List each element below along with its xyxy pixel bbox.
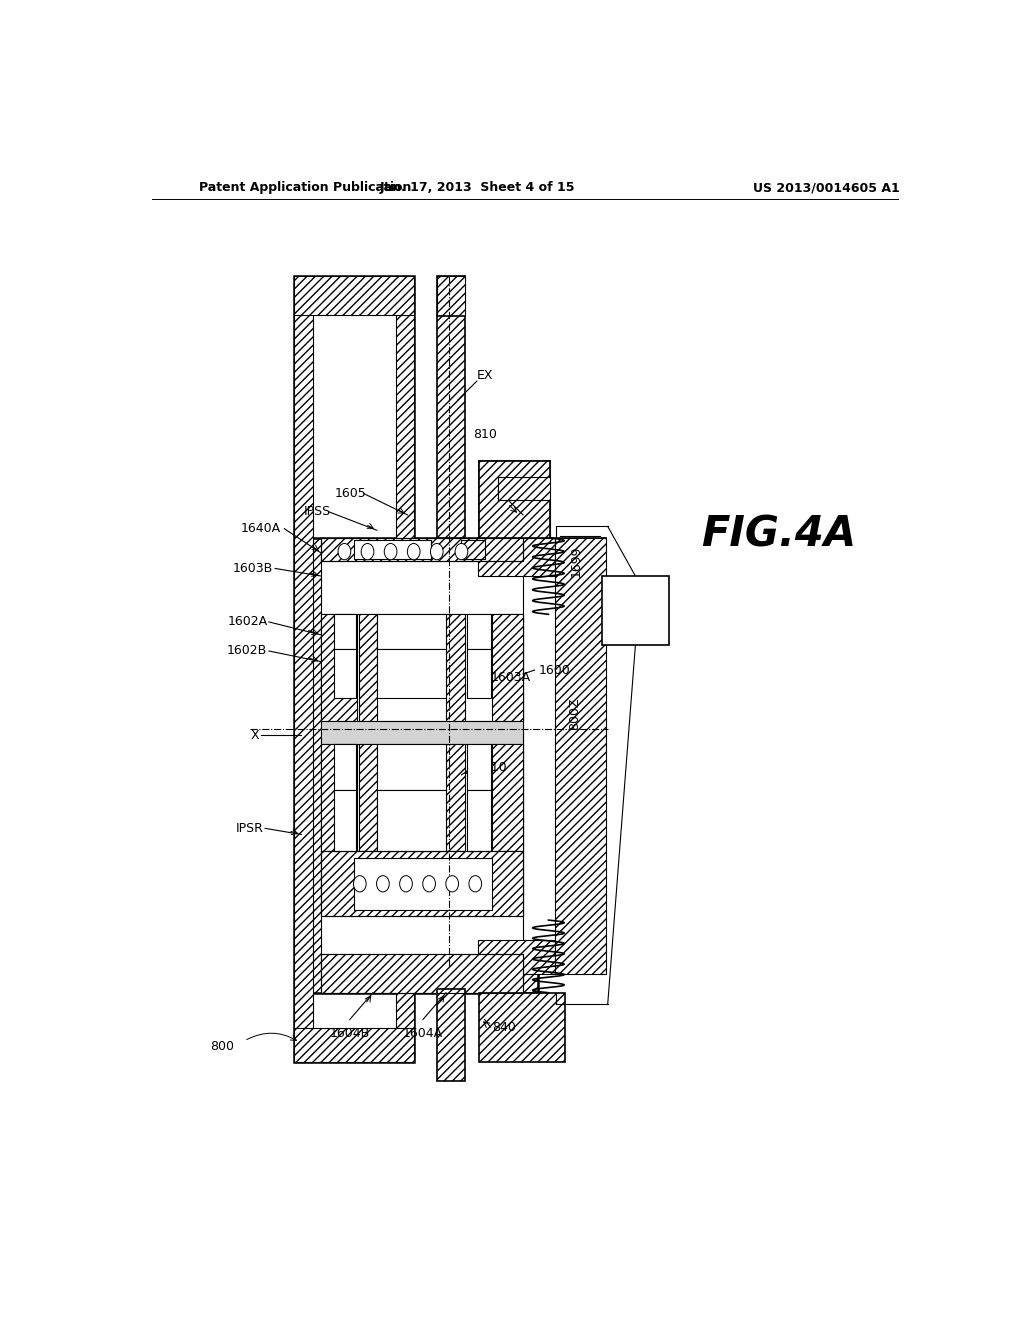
Bar <box>294 276 414 315</box>
Bar <box>493 744 523 851</box>
Bar <box>479 462 550 537</box>
Bar <box>478 537 555 577</box>
Bar <box>294 1028 414 1061</box>
Circle shape <box>377 875 389 892</box>
Text: 800: 800 <box>210 1040 234 1053</box>
Text: 1699: 1699 <box>569 545 583 577</box>
Bar <box>479 993 565 1061</box>
Bar <box>322 614 357 721</box>
Bar <box>462 540 484 560</box>
Bar <box>322 744 357 851</box>
Text: Z-DRIVE: Z-DRIVE <box>631 585 640 636</box>
Text: 1610: 1610 <box>475 760 507 774</box>
Bar <box>377 791 446 851</box>
Bar <box>601 576 670 645</box>
Bar <box>322 851 523 916</box>
Bar <box>499 477 550 500</box>
Bar <box>322 553 523 977</box>
Text: 800Z: 800Z <box>567 697 581 730</box>
Bar <box>377 744 446 791</box>
Circle shape <box>384 544 397 560</box>
Bar <box>322 721 523 744</box>
Bar <box>467 744 490 791</box>
Bar <box>322 537 523 561</box>
Circle shape <box>445 875 459 892</box>
Circle shape <box>361 544 374 560</box>
Text: 1603B: 1603B <box>232 562 272 576</box>
Text: US 2013/0014605 A1: US 2013/0014605 A1 <box>753 181 900 194</box>
Bar <box>377 648 446 698</box>
Bar <box>322 851 523 916</box>
Text: 1604A: 1604A <box>402 1027 443 1040</box>
Circle shape <box>455 544 468 560</box>
Bar <box>353 540 431 560</box>
Bar <box>334 791 356 851</box>
Text: IPSS: IPSS <box>303 506 331 519</box>
Bar <box>555 537 606 974</box>
Text: Patent Application Publication: Patent Application Publication <box>200 181 412 194</box>
Bar <box>478 537 606 974</box>
Text: 840: 840 <box>493 1020 516 1034</box>
Text: 1602B: 1602B <box>227 644 267 657</box>
Bar <box>322 744 523 851</box>
Bar <box>322 954 523 993</box>
Bar <box>437 276 465 317</box>
Bar <box>334 744 356 791</box>
Text: Jan. 17, 2013  Sheet 4 of 15: Jan. 17, 2013 Sheet 4 of 15 <box>380 181 574 194</box>
Bar <box>446 614 465 721</box>
Text: 810: 810 <box>473 428 497 441</box>
Bar <box>353 858 493 909</box>
Circle shape <box>423 875 435 892</box>
Circle shape <box>408 544 420 560</box>
Bar <box>334 648 356 698</box>
Bar <box>294 276 313 1061</box>
Text: 1603A: 1603A <box>490 672 530 684</box>
Bar <box>301 537 539 993</box>
Text: X: X <box>251 729 260 742</box>
Text: 1600: 1600 <box>539 664 570 677</box>
Bar <box>359 614 377 721</box>
Circle shape <box>430 544 443 560</box>
Bar <box>479 462 550 537</box>
Bar <box>334 614 356 648</box>
Text: 1640B: 1640B <box>496 490 537 503</box>
Text: 1604B: 1604B <box>330 1027 370 1040</box>
Bar <box>467 648 490 698</box>
Text: 1640A: 1640A <box>241 523 281 535</box>
Circle shape <box>399 875 413 892</box>
Bar <box>437 317 465 537</box>
Bar <box>322 537 523 561</box>
Bar <box>437 989 465 1081</box>
Circle shape <box>353 875 367 892</box>
Bar <box>377 614 446 648</box>
Text: FIG.4A: FIG.4A <box>701 513 856 556</box>
Bar <box>359 744 377 851</box>
Text: 1602A: 1602A <box>227 615 267 628</box>
Bar <box>479 500 550 537</box>
Text: 1605: 1605 <box>335 487 367 500</box>
Bar <box>467 791 490 851</box>
Bar <box>446 744 465 851</box>
Circle shape <box>469 875 481 892</box>
Bar <box>467 614 490 648</box>
Bar <box>396 276 414 1061</box>
Bar <box>294 276 414 1061</box>
Text: IPSR: IPSR <box>236 822 263 834</box>
Bar <box>478 940 555 974</box>
Bar <box>322 954 523 993</box>
Circle shape <box>338 544 351 560</box>
Bar <box>437 276 465 317</box>
Bar <box>322 614 523 721</box>
Bar <box>493 614 523 721</box>
Text: EX: EX <box>477 370 494 383</box>
